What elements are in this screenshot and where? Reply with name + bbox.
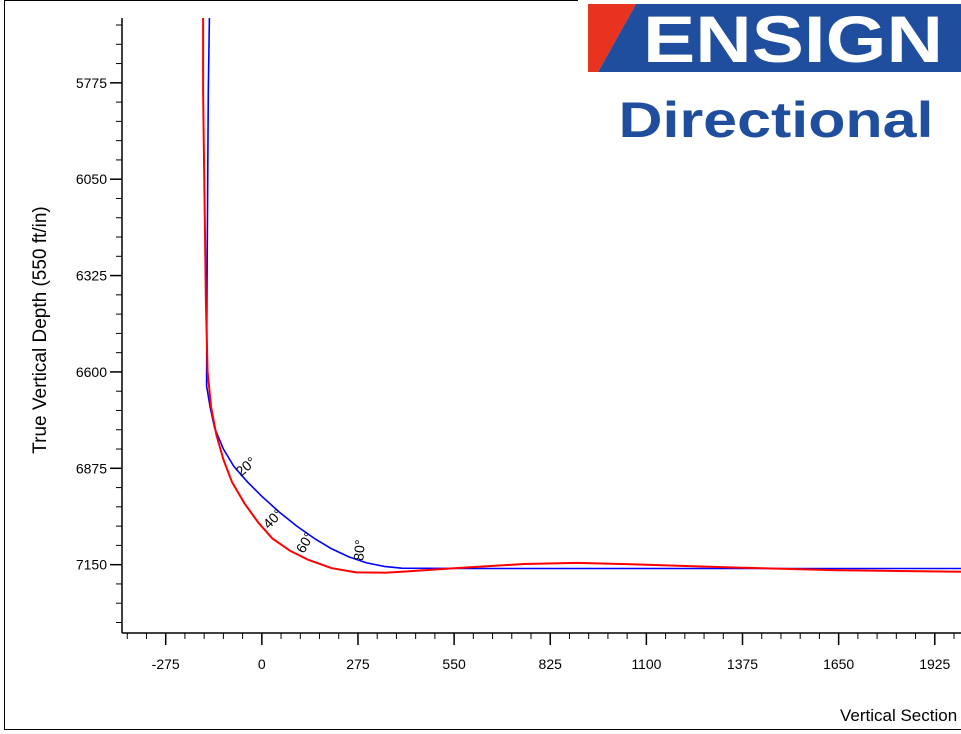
axes: 5775 6050 6325 6600 6875 7150 -275 0 275 550 825 11… [76, 18, 961, 672]
x-tick-label: 1650 [823, 656, 854, 672]
x-tick-label: 825 [539, 656, 563, 672]
annotation-layer: 20°40°60° 80° [233, 453, 369, 561]
x-tick-label: 275 [346, 656, 370, 672]
logo-red-swoosh [588, 4, 636, 72]
logo-division-text: Directional [619, 92, 934, 144]
y-tick-label: 6875 [76, 460, 107, 476]
inclination-label: 20° [233, 453, 260, 479]
x-tick-label: 1100 [631, 656, 661, 672]
y-tick-label: 6050 [76, 171, 107, 187]
frame-gap [578, 0, 961, 3]
x-tick-label: 1375 [727, 656, 758, 672]
y-tick-label: 6600 [76, 364, 107, 380]
chart-frame [4, 0, 961, 730]
series-layer [202, 17, 961, 574]
x-tick-label: -275 [152, 656, 180, 672]
x-axis-label: Vertical Section [840, 706, 957, 725]
series-line-1 [205, 17, 961, 570]
y-axis-label: True Vertical Depth (550 ft/in) [30, 206, 51, 453]
y-tick-label: 5775 [76, 75, 107, 91]
y-tick-label: 7150 [76, 557, 107, 573]
x-tick-label: 1925 [919, 656, 950, 672]
x-tick-label: 550 [442, 656, 466, 672]
series-line-2 [202, 18, 961, 574]
x-tick-label: 0 [258, 656, 266, 672]
inclination-label: 80° [350, 539, 368, 561]
logo-blue-panel [598, 4, 961, 72]
inclination-label: 60° [293, 529, 317, 555]
ensign-logo: ENSIGN Directional [588, 4, 961, 144]
y-tick-label: 6325 [76, 268, 107, 284]
logo-brand-text: ENSIGN [643, 4, 943, 76]
